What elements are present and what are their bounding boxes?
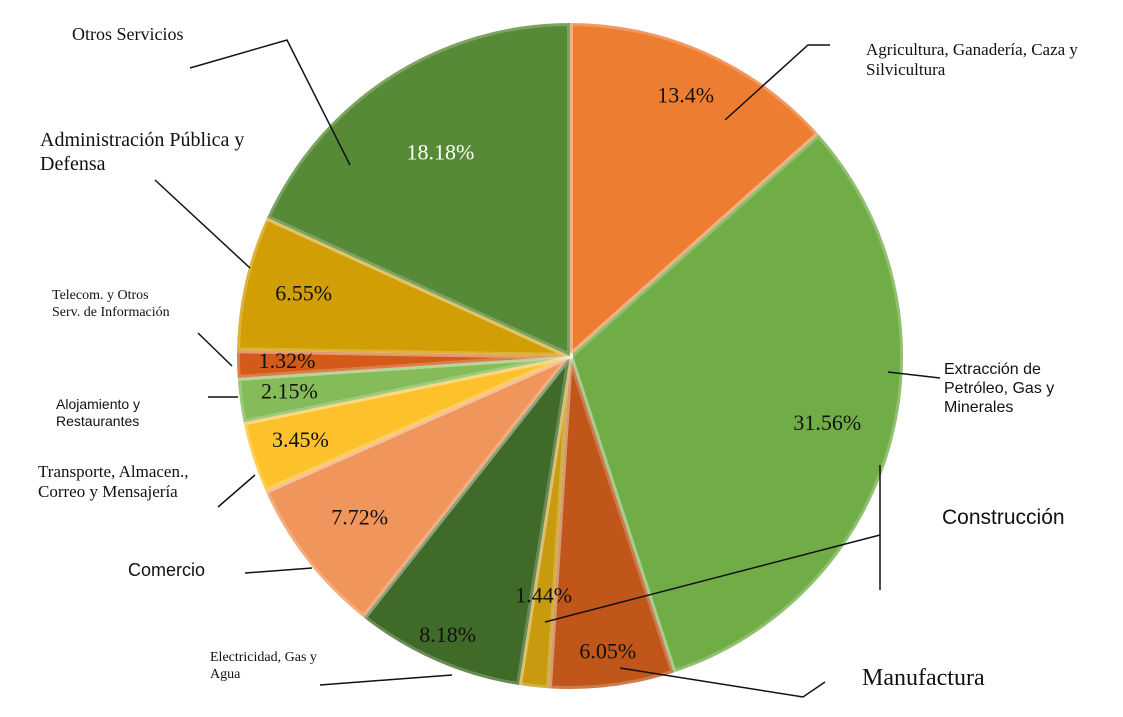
pie-slice (360, 353, 573, 689)
value-label: 7.72% (331, 504, 388, 529)
leader-line (197, 332, 233, 367)
category-label: Construcción (942, 506, 1065, 529)
pie-slice (567, 20, 822, 359)
category-label: Alojamiento y Restaurantes (56, 396, 141, 429)
pie-slice (567, 131, 906, 676)
pie-slice (234, 214, 573, 359)
value-label: 3.45% (272, 427, 329, 452)
value-label: 18.18% (406, 139, 474, 164)
category-label: Extracción de Petróleo, Gas y Minerales (944, 361, 1055, 417)
category-label: Agricultura, Ganadería, Caza y Silvicult… (866, 40, 1078, 80)
pie-slice (234, 347, 573, 381)
pie-slice (262, 353, 573, 621)
category-label: Electricidad, Gas y Agua (210, 650, 317, 682)
leader-line (887, 371, 941, 379)
pie-slice (240, 353, 573, 495)
leader-line (244, 567, 313, 574)
pie-slice (545, 353, 677, 692)
value-label: 8.18% (419, 622, 476, 647)
leader-line (154, 179, 251, 269)
leader-line (189, 39, 351, 166)
value-label: 2.15% (261, 379, 318, 404)
value-label: 6.55% (275, 281, 332, 306)
category-label: Transporte, Almacen., Correo y Mensajerí… (38, 462, 189, 502)
leader-line (724, 44, 830, 121)
value-label: 31.56% (793, 410, 861, 435)
leader-line (217, 474, 256, 508)
leader-line (319, 674, 453, 686)
pie-slice (515, 353, 573, 692)
category-label: Administración Pública y Defensa (40, 129, 245, 175)
value-label: 1.44% (515, 583, 572, 608)
leader-line (544, 534, 881, 623)
category-label: Comercio (128, 560, 206, 580)
category-label: Manufactura (862, 665, 985, 691)
category-label: Otros Servicios (72, 24, 184, 44)
value-label: 13.4% (657, 83, 714, 108)
pie-slice (234, 353, 573, 426)
leader-line (619, 667, 826, 698)
value-label: 1.32% (259, 348, 316, 373)
value-label: 6.05% (579, 638, 636, 663)
pie-slice (264, 20, 573, 359)
category-label: Telecom. y Otros Serv. de Información (52, 288, 170, 320)
